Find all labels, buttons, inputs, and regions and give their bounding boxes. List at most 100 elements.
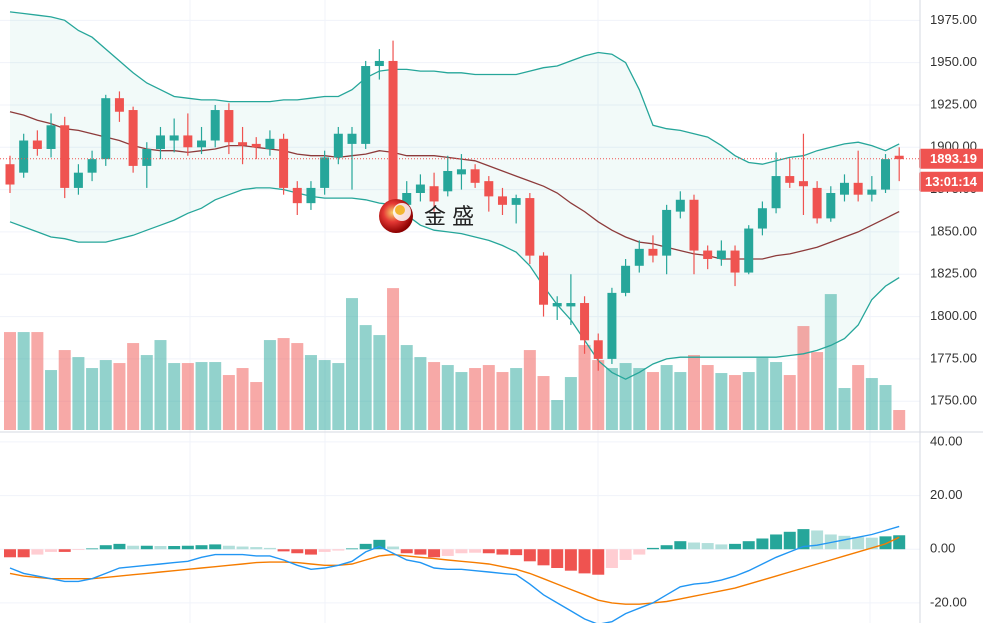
candle-body [347,133,357,144]
volume-bar [742,372,755,430]
y-tick-label: 1825.00 [930,266,977,281]
y-tick-label: 1775.00 [930,350,977,365]
candle-body [238,142,248,146]
volume-bar [127,343,140,430]
volume-bar [31,332,44,430]
candle-body [361,66,371,144]
candle-body [484,181,494,197]
macd-histogram-bar [291,549,304,554]
candle-body [265,138,275,149]
candle-body [470,169,480,183]
candle-body [32,140,42,149]
last-price-tag [919,148,983,169]
macd-histogram-bar [551,549,564,569]
macd-histogram-bar [496,549,509,555]
macd-histogram-bar [414,549,427,555]
bollinger-lower [9,187,900,380]
volume-bar [318,360,331,430]
candle-body [716,250,726,260]
macd-histogram-bar [373,539,386,550]
volume-bar [154,340,167,430]
volume-bar [414,357,427,430]
bollinger-fill [10,11,900,380]
volume-bar [263,340,276,430]
candle-body [812,187,822,219]
macd-histogram-bar [811,530,824,550]
volume-bar [879,385,892,430]
watermark-logo-dot [395,205,405,215]
volume-bar [4,332,16,430]
macd-histogram-bar [17,549,30,558]
volume-bar [729,375,742,430]
macd-histogram-bar [209,544,222,550]
volume-bar [45,370,58,430]
macd-histogram-bar [756,538,769,550]
volume-bar [373,335,386,430]
macd-histogram-bar [154,546,167,550]
volume-bar [168,363,181,430]
macd-histogram-bar [4,549,16,558]
candle-body [142,148,152,166]
volume-bar [756,358,769,430]
macd-histogram-bar [304,549,317,555]
volume-bar [715,373,728,430]
macd-histogram-bar [715,544,728,550]
plot: 1750.001775.001800.001825.001850.001875.… [0,11,983,623]
candle-body [429,186,439,202]
y-tick-label: -20.00 [930,594,967,609]
volume-bar [346,298,358,430]
candle-body [19,140,29,173]
macd-histogram-bar [482,549,495,554]
macd-histogram-bar [113,543,126,550]
candle-body [771,176,781,209]
volume-bar [291,343,304,430]
candle-body [73,172,83,188]
volume-bar [551,400,564,430]
countdown-label: 13:01:14 [925,174,978,189]
candle-body [689,199,699,251]
volume-bar [181,363,194,430]
macd-histogram-bar [564,549,577,571]
volume-bar [783,375,796,430]
candle-body [867,189,877,195]
volume-bar [510,368,523,430]
macd-histogram-bar [181,545,194,550]
macd-histogram-bar [852,537,865,550]
candle-body [210,110,220,141]
macd-histogram-bar [879,536,892,550]
macd-histogram-bar [537,549,550,566]
candle-body [388,60,398,205]
candle-body [46,125,56,149]
candle-body [798,181,808,187]
candle-body [402,192,412,205]
candle-body [155,135,165,149]
volume-bar [17,332,30,430]
macd-histogram-bar [797,529,810,550]
volume-bar [852,365,865,430]
volume-bar [195,362,208,430]
volume-bar [277,338,290,430]
volume-bar [646,372,659,430]
volume-bar [140,355,153,430]
candle-body [675,199,685,212]
candle-body [5,164,15,185]
countdown-tag [919,171,983,192]
volume-bar [674,372,687,430]
candle-body [634,248,644,266]
candle-body [415,184,425,193]
volume-bar [359,325,372,430]
candle-body [785,176,795,183]
candle-body [497,196,507,205]
macd-histogram-bar [742,541,755,550]
volume-bar [58,350,71,430]
macd-histogram-bar [605,549,618,569]
volume-bar [838,388,851,430]
candle-body [443,170,453,192]
macd-histogram-bar [31,549,44,555]
volume-bar [72,357,85,430]
macd-histogram-bar [660,545,673,550]
y-tick-label: 1925.00 [930,96,977,111]
volume-bar [482,365,495,430]
candle-body [757,208,767,229]
macd-histogram-bar [838,535,851,550]
